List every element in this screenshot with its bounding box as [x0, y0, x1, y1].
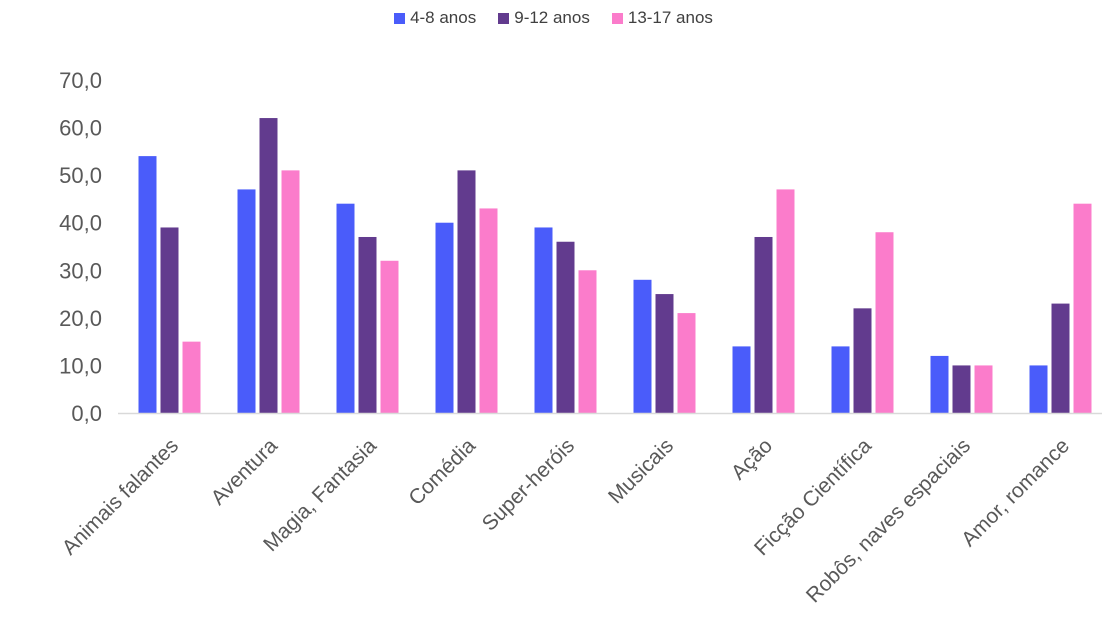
bars-group — [138, 118, 1092, 414]
bar-1 — [831, 346, 850, 413]
legend-swatch-4-8 — [394, 12, 406, 24]
bar-1 — [930, 355, 949, 413]
x-tick-label: Robôs, naves espaciais — [802, 434, 975, 607]
bar-1 — [237, 189, 256, 413]
y-tick-label: 40,0 — [59, 211, 102, 236]
legend-label-13-17: 13-17 anos — [627, 8, 713, 27]
y-tick-label: 0,0 — [71, 401, 102, 426]
x-tick-label: Comédia — [404, 434, 480, 510]
y-tick-label: 50,0 — [59, 163, 102, 188]
y-axis: 0,0 10,0 20,0 30,0 40,0 50,0 60,0 70,0 — [59, 68, 102, 426]
y-tick-label: 10,0 — [59, 353, 102, 378]
bar-3 — [1073, 203, 1092, 413]
bar-2 — [655, 294, 674, 413]
bar-2 — [259, 118, 278, 414]
legend-item-13-17: 13-17 anos — [611, 8, 713, 28]
x-tick-label: Aventura — [207, 434, 283, 510]
bar-1 — [633, 279, 652, 413]
bar-3 — [677, 313, 696, 413]
bar-3 — [974, 365, 993, 413]
bar-2 — [457, 170, 476, 413]
x-tick-label: Amor, romance — [957, 434, 1074, 551]
bar-2 — [160, 227, 179, 413]
x-tick-label: Super-heróis — [478, 434, 579, 535]
bar-1 — [336, 203, 355, 413]
bar-3 — [479, 208, 498, 413]
x-tick-label: Musicais — [604, 434, 678, 508]
bar-3 — [776, 189, 795, 413]
x-tick-label: Animais falantes — [58, 434, 183, 559]
bar-1 — [732, 346, 751, 413]
bar-2 — [853, 308, 872, 413]
legend-swatch-13-17 — [611, 12, 623, 24]
bar-2 — [556, 241, 575, 413]
bar-1 — [138, 156, 157, 413]
y-tick-label: 30,0 — [59, 258, 102, 283]
legend-label-4-8: 4-8 anos — [410, 8, 477, 27]
bar-1 — [1029, 365, 1048, 413]
y-tick-label: 60,0 — [59, 116, 102, 141]
bar-3 — [578, 270, 597, 413]
legend-item-9-12: 9-12 anos — [498, 8, 590, 28]
bar-3 — [875, 232, 894, 413]
bar-3 — [281, 170, 300, 413]
chart-legend: 4-8 anos 9-12 anos 13-17 anos — [0, 8, 1107, 28]
y-tick-label: 70,0 — [59, 68, 102, 93]
bar-2 — [754, 236, 773, 413]
legend-label-9-12: 9-12 anos — [514, 8, 590, 27]
legend-swatch-9-12 — [498, 12, 510, 24]
y-tick-label: 20,0 — [59, 306, 102, 331]
bar-1 — [534, 227, 553, 413]
bar-2 — [358, 236, 377, 413]
x-tick-label: Ação — [727, 434, 777, 484]
bar-3 — [380, 260, 399, 413]
bar-2 — [1051, 303, 1070, 413]
bar-3 — [182, 341, 201, 413]
legend-item-4-8: 4-8 anos — [394, 8, 476, 28]
bar-1 — [435, 222, 454, 413]
bar-2 — [952, 365, 971, 413]
